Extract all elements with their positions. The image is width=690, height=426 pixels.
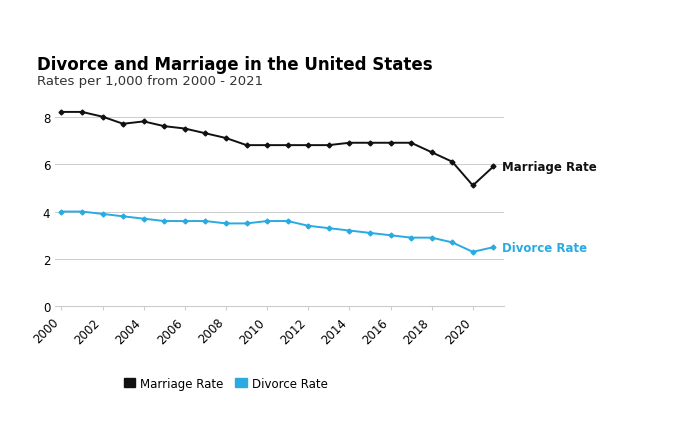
Text: Marriage Rate: Marriage Rate	[502, 161, 596, 173]
Text: Divorce Rate: Divorce Rate	[502, 241, 587, 254]
Legend: Marriage Rate, Divorce Rate: Marriage Rate, Divorce Rate	[119, 372, 333, 394]
Text: Divorce and Marriage in the United States: Divorce and Marriage in the United State…	[37, 55, 433, 73]
Text: Rates per 1,000 from 2000 - 2021: Rates per 1,000 from 2000 - 2021	[37, 75, 264, 87]
